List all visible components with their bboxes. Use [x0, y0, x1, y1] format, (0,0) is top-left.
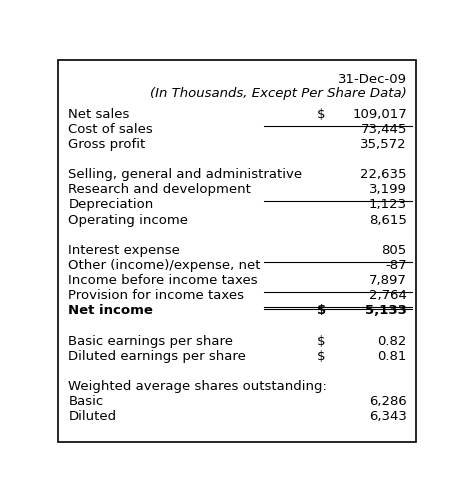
Text: (In Thousands, Except Per Share Data): (In Thousands, Except Per Share Data)	[150, 87, 407, 100]
Text: 6,286: 6,286	[369, 395, 407, 408]
Text: $: $	[317, 350, 326, 363]
Text: 805: 805	[382, 244, 407, 257]
Text: Basic: Basic	[68, 395, 104, 408]
Text: Income before income taxes: Income before income taxes	[68, 274, 258, 287]
Text: 0.81: 0.81	[377, 350, 407, 363]
Text: -87: -87	[385, 259, 407, 272]
Text: Interest expense: Interest expense	[68, 244, 180, 257]
Text: Provision for income taxes: Provision for income taxes	[68, 289, 244, 302]
Text: Net sales: Net sales	[68, 108, 130, 121]
Text: Basic earnings per share: Basic earnings per share	[68, 334, 233, 347]
Text: 1,123: 1,123	[369, 198, 407, 212]
Text: $: $	[317, 304, 327, 317]
Text: Depreciation: Depreciation	[68, 198, 154, 212]
Text: Cost of sales: Cost of sales	[68, 123, 153, 136]
Text: Selling, general and administrative: Selling, general and administrative	[68, 168, 303, 181]
Text: Other (income)/expense, net: Other (income)/expense, net	[68, 259, 261, 272]
Text: 109,017: 109,017	[352, 108, 407, 121]
Text: 6,343: 6,343	[369, 410, 407, 423]
Text: 73,445: 73,445	[360, 123, 407, 136]
Text: Weighted average shares outstanding:: Weighted average shares outstanding:	[68, 380, 328, 393]
Text: Diluted: Diluted	[68, 410, 116, 423]
Text: 3,199: 3,199	[369, 183, 407, 196]
Text: Research and development: Research and development	[68, 183, 251, 196]
Text: 2,764: 2,764	[369, 289, 407, 302]
Text: 0.82: 0.82	[377, 334, 407, 347]
Text: Diluted earnings per share: Diluted earnings per share	[68, 350, 246, 363]
Text: 5,133: 5,133	[365, 304, 407, 317]
Text: 7,897: 7,897	[369, 274, 407, 287]
Text: Gross profit: Gross profit	[68, 138, 146, 151]
Text: 22,635: 22,635	[360, 168, 407, 181]
Text: $: $	[317, 108, 326, 121]
Text: 8,615: 8,615	[369, 214, 407, 227]
FancyBboxPatch shape	[58, 60, 416, 442]
Text: Operating income: Operating income	[68, 214, 188, 227]
Text: 35,572: 35,572	[360, 138, 407, 151]
Text: Net income: Net income	[68, 304, 153, 317]
Text: 31-Dec-09: 31-Dec-09	[338, 73, 407, 86]
Text: $: $	[317, 334, 326, 347]
